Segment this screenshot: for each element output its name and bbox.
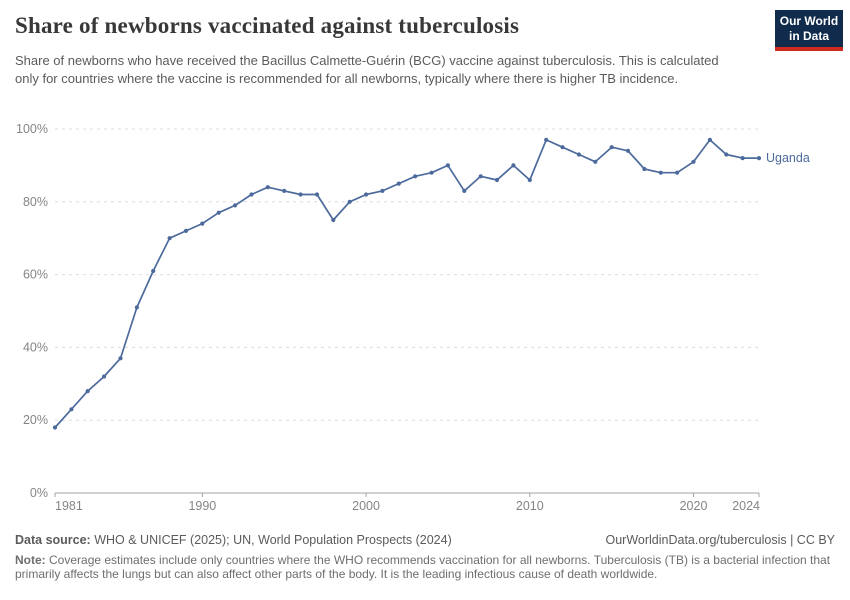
x-tick-label: 2000 (352, 499, 380, 513)
data-point (625, 148, 631, 153)
data-point (52, 425, 58, 430)
x-axis: 1981 1990 2000 2010 2020 2024 (54, 492, 760, 513)
data-point (609, 145, 614, 150)
x-tick-label: 2010 (516, 499, 544, 513)
data-point (85, 389, 90, 394)
data-point (544, 137, 549, 142)
data-point (364, 192, 369, 197)
data-point (102, 374, 107, 379)
y-tick-label: 60% (23, 268, 48, 282)
chart-note: Note: Coverage estimates include only co… (15, 553, 835, 582)
data-point (756, 156, 762, 161)
data-point (478, 174, 483, 179)
page-title: Share of newborns vaccinated against tub… (15, 13, 520, 38)
data-point (265, 185, 270, 190)
data-point (675, 170, 680, 175)
data-point (282, 188, 287, 193)
data-point (118, 356, 123, 361)
data-point (347, 199, 352, 204)
y-tick-label: 100% (16, 122, 48, 136)
data-point (200, 221, 205, 226)
owid-logo-line1: Our World (779, 14, 839, 29)
data-point (183, 228, 189, 233)
data-point (724, 152, 729, 157)
data-point (527, 177, 532, 183)
data-point (233, 203, 238, 208)
series-points-uganda (52, 137, 762, 430)
data-point (445, 163, 450, 168)
data-point (380, 188, 385, 193)
data-point (331, 217, 336, 223)
data-point (314, 192, 320, 197)
y-axis-labels: 0% 20% 40% 60% 80% 100% (16, 122, 48, 500)
data-point (134, 305, 139, 310)
data-point (740, 156, 745, 161)
data-point (462, 188, 467, 193)
data-point (413, 174, 418, 179)
x-tick-label: 1981 (55, 499, 83, 513)
data-source-text: WHO & UNICEF (2025); UN, World Populatio… (90, 533, 452, 547)
data-point (560, 145, 565, 150)
data-point (151, 268, 156, 274)
data-source-label: Data source: (15, 533, 91, 547)
chart-note-text: Coverage estimates include only countrie… (15, 553, 831, 582)
footer-source-row: Data source: WHO & UNICEF (2025); UN, Wo… (15, 533, 835, 547)
owid-logo-line2: in Data (788, 28, 829, 43)
y-tick-label: 80% (23, 195, 48, 209)
data-point (576, 152, 582, 157)
data-point (167, 236, 172, 241)
data-point (249, 192, 254, 197)
owid-logo[interactable]: Our World in Data (775, 10, 843, 51)
chart-note-label: Note: (15, 553, 46, 567)
data-point (429, 170, 434, 175)
citation-link[interactable]: OurWorldinData.org/tuberculosis | CC BY (605, 533, 836, 547)
data-point (396, 181, 401, 186)
y-tick-label: 20% (23, 413, 48, 427)
data-point (511, 163, 516, 168)
chart-subtitle: Share of newborns who have received the … (15, 53, 719, 87)
data-point (658, 170, 663, 175)
y-gridlines (55, 128, 759, 421)
data-point (707, 137, 713, 142)
data-source: Data source: WHO & UNICEF (2025); UN, Wo… (15, 533, 452, 547)
data-point (216, 210, 221, 215)
x-tick-label: 2020 (680, 499, 708, 513)
data-point (593, 159, 598, 164)
x-tick-label: 2024 (732, 499, 760, 513)
series-line-uganda (54, 139, 760, 429)
data-point (494, 177, 500, 183)
data-point (69, 407, 74, 412)
y-tick-label: 40% (23, 340, 48, 354)
data-point (298, 192, 303, 197)
y-tick-label: 0% (30, 486, 48, 500)
entity-label-uganda[interactable]: Uganda (766, 151, 810, 165)
data-point (691, 159, 696, 164)
data-point (642, 166, 647, 172)
x-tick-label: 1990 (188, 499, 216, 513)
